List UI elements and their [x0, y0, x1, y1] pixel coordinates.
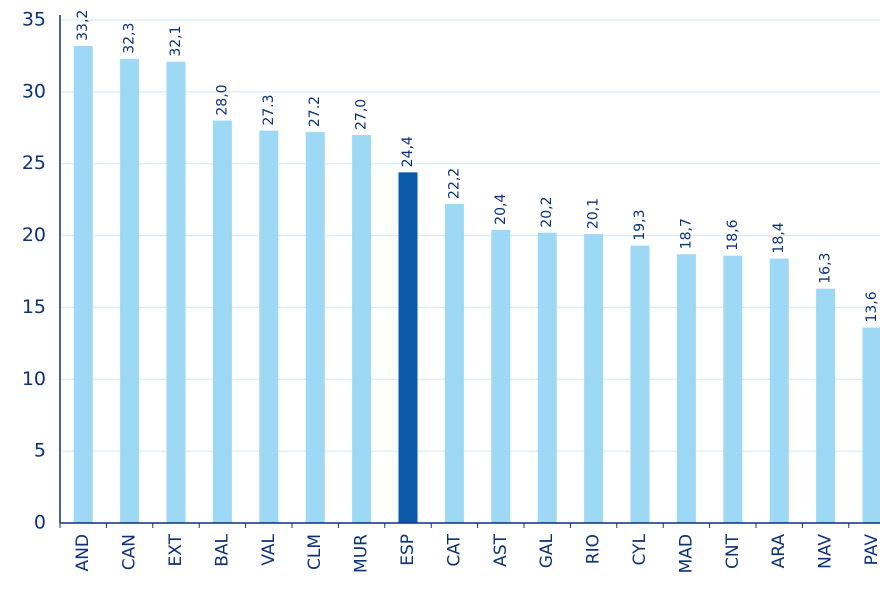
- y-tick-label: 25: [22, 152, 46, 174]
- y-tick-label: 20: [22, 224, 46, 246]
- bar: [491, 229, 511, 523]
- bar: [352, 134, 372, 523]
- value-label: 13,6: [864, 291, 880, 322]
- y-tick-label: 35: [22, 9, 46, 31]
- value-label: 19,3: [632, 209, 648, 240]
- x-tick-label: AST: [491, 533, 511, 566]
- x-tick-label: NAV: [816, 534, 836, 569]
- x-tick-label: MAD: [676, 534, 696, 573]
- value-label: 20,4: [493, 194, 509, 225]
- bar: [444, 203, 464, 523]
- x-tick-label: GAL: [537, 533, 557, 568]
- x-tick-label: AND: [73, 534, 93, 571]
- value-label: 27.3: [261, 94, 277, 125]
- x-tick-label: EXT: [166, 533, 186, 566]
- bar: [212, 120, 232, 523]
- x-tick-label: CYL: [630, 533, 650, 565]
- bar: [676, 254, 696, 524]
- value-label: 27.2: [307, 96, 323, 127]
- y-tick-label: 5: [34, 440, 46, 462]
- value-label: 22,2: [446, 168, 462, 199]
- value-label: 33,2: [75, 10, 91, 41]
- x-tick-label: CLM: [305, 534, 325, 570]
- value-label: 24,4: [400, 136, 416, 167]
- bar: [305, 132, 325, 523]
- y-tick-label: 0: [34, 512, 46, 534]
- value-label: 18,7: [678, 218, 694, 249]
- bar: [73, 45, 93, 524]
- bar: [398, 172, 418, 523]
- x-tick-label: VAL: [259, 533, 279, 565]
- value-label: 27,0: [354, 99, 370, 130]
- value-label: 32,3: [122, 23, 138, 54]
- bar: [862, 327, 880, 523]
- y-tick-label: 10: [22, 368, 46, 390]
- x-tick-label: ESP: [398, 534, 418, 566]
- value-label: 28,0: [214, 84, 230, 115]
- x-tick-label: MUR: [352, 534, 372, 573]
- value-label: 18,4: [771, 222, 787, 253]
- value-label: 20,1: [586, 198, 602, 229]
- value-label: 18,6: [725, 219, 741, 250]
- bar: [769, 258, 789, 523]
- y-tick-label: 30: [22, 80, 46, 102]
- x-tick-label: RIO: [584, 534, 604, 564]
- bar: [584, 234, 604, 524]
- bar: [537, 232, 557, 523]
- x-tick-label: CAN: [120, 534, 140, 570]
- value-label: 20,2: [539, 197, 555, 228]
- x-tick-label: CNT: [723, 533, 743, 569]
- bar: [120, 58, 140, 523]
- x-tick-label: BAL: [212, 533, 232, 566]
- x-tick-label: PAV: [862, 534, 880, 566]
- bar: [723, 255, 743, 524]
- y-tick-label: 15: [22, 296, 46, 318]
- bar: [630, 245, 650, 524]
- bar: [816, 288, 836, 523]
- bar: [259, 130, 279, 523]
- x-tick-label: ARA: [769, 534, 789, 569]
- value-label: 16,3: [818, 253, 834, 284]
- bar: [166, 61, 186, 523]
- x-tick-label: CAT: [444, 533, 464, 566]
- value-label: 32,1: [168, 26, 184, 57]
